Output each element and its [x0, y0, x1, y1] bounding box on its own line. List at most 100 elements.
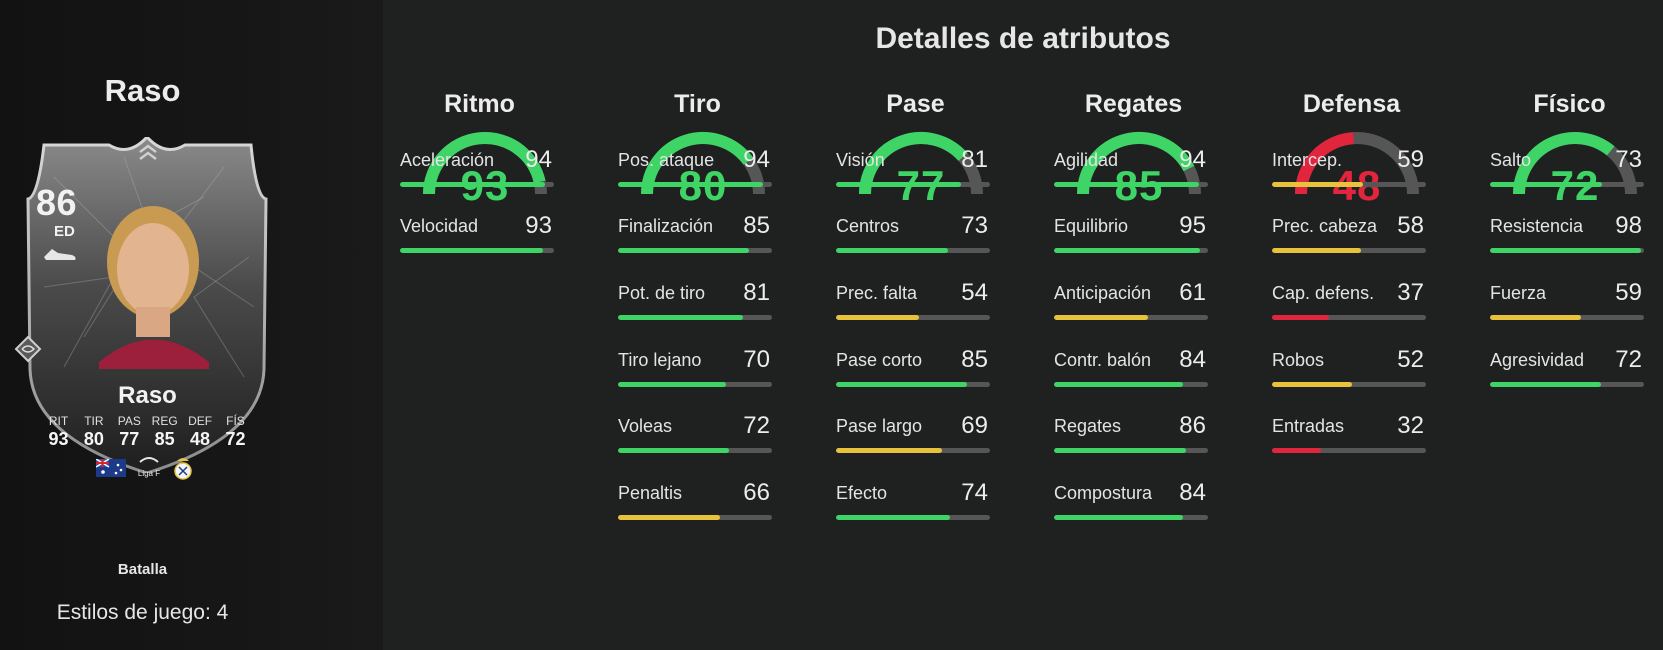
category-5: Físico 72 Salto 73 Resistencia 98 Fuerza 59 Agre… [1490, 90, 1650, 387]
attributes-title: Detalles de atributos [875, 22, 1171, 55]
stat-bar-fill [618, 382, 726, 387]
stat-value: 84 [1179, 346, 1206, 373]
card-stat-value: 77 [119, 429, 140, 449]
liga-f-logo: Liga F [138, 457, 160, 478]
stat-name: Intercep. [1272, 150, 1343, 170]
stat-bar [618, 248, 772, 253]
stat-name: Prec. falta [836, 283, 918, 303]
card-position: ED [54, 223, 75, 240]
stat-bar-fill [1054, 248, 1201, 253]
stat-row: Salto 73 [1490, 146, 1650, 210]
stat-row: Prec. cabeza 58 [1272, 212, 1432, 276]
stat-bar [1272, 382, 1426, 387]
stat-bar-fill [618, 182, 763, 187]
stat-bar-fill [618, 315, 743, 320]
stat-row: Visión 81 [836, 146, 996, 210]
stat-name: Agilidad [1054, 150, 1119, 170]
stat-name: Pot. de tiro [618, 283, 706, 303]
stat-value: 93 [525, 212, 552, 239]
stat-value: 72 [743, 412, 770, 439]
stat-value: 98 [1615, 212, 1642, 239]
stat-row: Regates 86 [1054, 412, 1214, 476]
stat-bar-fill [1054, 182, 1199, 187]
stat-name: Finalización [618, 216, 714, 236]
stat-bar [400, 182, 554, 187]
stat-name: Cap. defens. [1272, 283, 1375, 303]
stat-value: 61 [1179, 279, 1206, 306]
stat-value: 73 [961, 212, 988, 239]
stat-bar [1054, 448, 1208, 453]
stat-row: Fuerza 59 [1490, 279, 1650, 343]
stat-value: 59 [1397, 146, 1424, 173]
category-name: Físico [1533, 90, 1606, 118]
category-gauge [423, 132, 547, 195]
stat-row: Efecto 74 [836, 479, 996, 543]
stat-value: 59 [1615, 279, 1642, 306]
league-badge-text: Liga F [138, 469, 160, 478]
category-name: Tiro [674, 90, 721, 118]
stat-bar-fill [1054, 448, 1187, 453]
stat-bar-fill [1054, 315, 1148, 320]
stat-name: Resistencia [1490, 216, 1584, 236]
stat-name: Tiro lejano [618, 350, 702, 370]
stat-value: 69 [961, 412, 988, 439]
stat-name: Centros [836, 216, 900, 236]
card-player-name: Raso [118, 382, 177, 409]
stat-name: Velocidad [400, 216, 479, 236]
stat-name: Salto [1490, 150, 1532, 170]
stat-name: Contr. balón [1054, 350, 1152, 370]
stat-bar [618, 448, 772, 453]
stat-value: 52 [1397, 346, 1424, 373]
stat-bar-fill [1490, 248, 1641, 253]
category-name: Ritmo [444, 90, 515, 118]
stat-bar [836, 182, 990, 187]
stat-name: Anticipación [1054, 283, 1152, 303]
stat-name: Pase largo [836, 416, 923, 436]
stat-bar-fill [1490, 382, 1601, 387]
category-name: Defensa [1302, 90, 1401, 118]
stat-bar-fill [836, 315, 920, 320]
stat-bar-fill [618, 515, 720, 520]
stat-name: Robos [1272, 350, 1325, 370]
player-card[interactable]: 86 ED Raso RIT TIR PAS REG DEF FÍS 93 80… [14, 137, 271, 480]
stat-name: Fuerza [1490, 283, 1547, 303]
stat-row: Entradas 32 [1272, 412, 1432, 476]
stat-value: 37 [1397, 279, 1424, 306]
stat-bar-fill [1490, 182, 1603, 187]
card-badges: Liga F [96, 455, 194, 481]
stat-row: Aceleración 94 [400, 146, 560, 210]
stat-bar-fill [836, 182, 961, 187]
stat-name: Regates [1054, 416, 1122, 436]
stat-name: Penaltis [618, 483, 683, 503]
stat-name: Pos. ataque [618, 150, 715, 170]
playstyles-count: Estilos de juego: 4 [56, 601, 229, 624]
stat-bar [836, 382, 990, 387]
stat-bar-fill [836, 382, 967, 387]
stat-bar-fill [836, 515, 950, 520]
stat-name: Entradas [1272, 416, 1345, 436]
stat-row: Resistencia 98 [1490, 212, 1650, 276]
stat-value: 58 [1397, 212, 1424, 239]
card-stat-value: 72 [225, 429, 246, 449]
category-gauge [1513, 132, 1637, 195]
stat-value: 85 [743, 212, 770, 239]
stat-value: 81 [961, 146, 988, 173]
card-stat-label: RIT [48, 414, 69, 428]
stat-row: Equilibrio 95 [1054, 212, 1214, 276]
stat-row: Robos 52 [1272, 346, 1432, 410]
stat-bar-fill [1272, 315, 1329, 320]
category-name: Regates [1084, 90, 1183, 118]
stat-name: Aceleración [400, 150, 495, 170]
category-3: Regates 85 Agilidad 94 Equilibrio 95 Anticipac… [1054, 90, 1214, 520]
player-photo [99, 206, 209, 369]
stat-value: 85 [961, 346, 988, 373]
stat-bar-fill [836, 248, 949, 253]
category-1: Tiro 80 Pos. ataque 94 Finalización 85 Pot. de… [618, 90, 778, 520]
stat-value: 81 [743, 279, 770, 306]
stat-row: Voleas 72 [618, 412, 778, 476]
card-stat-labels: RIT TIR PAS REG DEF FÍS [42, 414, 252, 428]
stat-bar [836, 248, 990, 253]
stat-value: 54 [961, 279, 988, 306]
stat-value: 72 [1615, 346, 1642, 373]
stat-name: Prec. cabeza [1272, 216, 1378, 236]
